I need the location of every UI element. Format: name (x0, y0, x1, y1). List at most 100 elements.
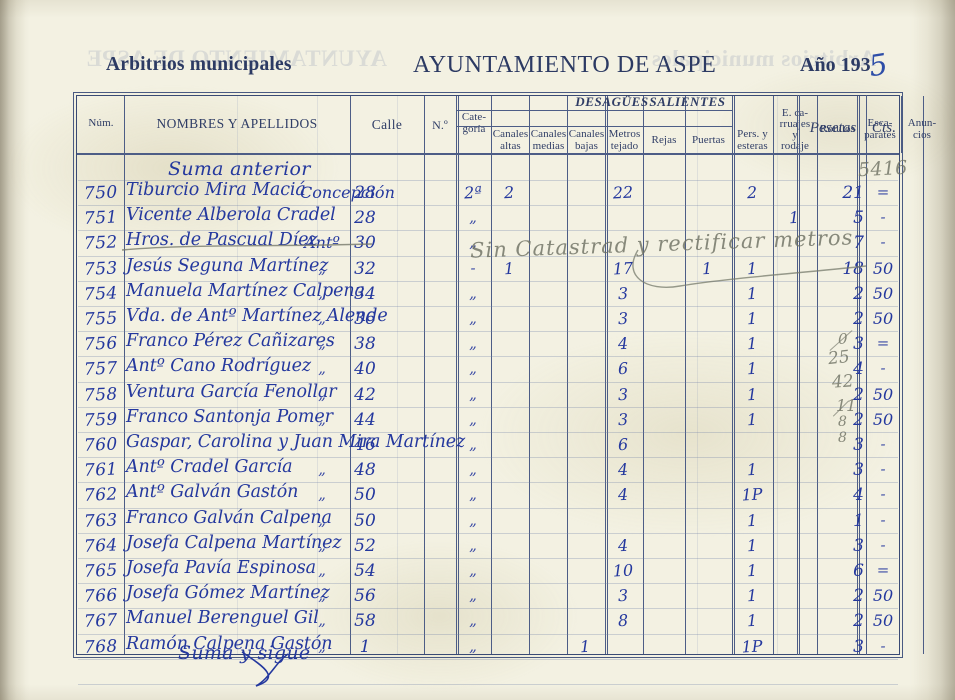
cell-categoria: „ (469, 384, 477, 403)
cell-numero: 1 (359, 636, 371, 657)
cell-cts: 50 (872, 384, 894, 404)
table-row[interactable] (77, 456, 899, 481)
cell-cts: - (880, 233, 886, 252)
row-rule (78, 406, 898, 408)
cell-pesetas: 1 (853, 510, 864, 531)
cell-cts: 50 (872, 258, 894, 278)
table-row[interactable] (77, 330, 899, 355)
cell-numero: 52 (354, 535, 376, 556)
cell-numero: 48 (354, 460, 376, 481)
cell-calle: „ (318, 359, 326, 378)
cell-pesetas: 2 (853, 409, 864, 430)
col-header-canales-bajas-line2: bajas (574, 140, 599, 152)
cell-numero: 40 (354, 359, 376, 380)
table-row[interactable] (77, 305, 899, 330)
table-row[interactable] (77, 532, 899, 557)
cell-pesetas: 21 (842, 183, 864, 203)
row-rule (78, 306, 898, 307)
cell-pesetas: 2 (853, 611, 864, 632)
cell-nombre: Franco Santonja Pomer (126, 406, 333, 427)
cell-pesetas: 2 (853, 309, 864, 329)
table-row[interactable] (77, 381, 899, 406)
table-row[interactable] (77, 557, 899, 582)
cell-numero: 58 (354, 611, 376, 632)
cell-nombre: Jesús Seguna Martínez (126, 255, 329, 276)
table-row[interactable] (77, 582, 899, 607)
suma-anterior-label: Suma anterior (168, 158, 311, 180)
table-row[interactable] (77, 607, 899, 632)
cell-nombre: Gaspar, Carolina y Juan Mira Martínez (126, 432, 466, 452)
table-row[interactable] (77, 431, 899, 456)
cell-categoria: „ (469, 586, 477, 605)
table-row[interactable] (77, 507, 899, 532)
table-row[interactable] (77, 355, 899, 380)
cell-pesetas: 4 (853, 359, 864, 380)
row-rule (78, 583, 898, 585)
cell-pesetas: 2 (853, 384, 864, 405)
col-header-metros-line1: Metros (608, 128, 641, 140)
table-row[interactable] (77, 179, 899, 204)
masthead-left-title: Arbitrios municipales (106, 54, 292, 75)
row-rule (78, 532, 898, 534)
col-header-carruajes-line3: y (792, 129, 798, 141)
page-masthead: Arbitrios municipales AYUNTAMIENTO DE AS… (0, 47, 955, 88)
row-rule (78, 331, 898, 333)
row-rule (78, 658, 898, 660)
cell-cts: 50 (872, 409, 894, 429)
cell-nombre: Manuela Martínez Calpena (126, 280, 365, 301)
cell-cts: = (876, 561, 890, 579)
cell-calle: „ (318, 485, 326, 504)
cell-pesetas: 3 (853, 636, 864, 657)
page-title: AYUNTAMIENTO DE ASPE (413, 52, 717, 78)
year-handwritten-digit: 5 (866, 46, 890, 84)
cell-calle: „ (318, 460, 326, 479)
row-rule (78, 432, 898, 433)
row-rule (78, 507, 898, 509)
row-rule (78, 230, 898, 232)
col-header-calle: Calle (371, 117, 403, 132)
col-header-escaparates-line2: parates (864, 129, 896, 141)
cell-calle: Antº (304, 233, 340, 253)
cell-categoria: „ (469, 561, 477, 579)
cell-pesetas: 5 (853, 208, 864, 229)
cell-calle: „ (318, 283, 326, 302)
col-header-rotulos: Rótulos (820, 123, 855, 135)
cell-categoria: „ (469, 309, 477, 327)
cell-categoria: „ (469, 636, 477, 655)
cell-numero: 28 (354, 183, 376, 203)
cell-calle: „ (318, 334, 326, 353)
cell-cts: - (880, 636, 886, 655)
row-rule (78, 457, 898, 459)
row-rule (78, 381, 898, 383)
row-rule (78, 608, 898, 610)
col-header-anuncios-line2: cios (912, 129, 932, 141)
col-header-pers-line1: Pers. y (737, 128, 768, 140)
row-rule (78, 684, 898, 685)
cell-cts: = (876, 334, 890, 353)
page-fore-edge-shadow (909, 0, 955, 700)
cell-cts: - (880, 460, 886, 479)
table-row[interactable] (77, 406, 899, 431)
col-header-canales-medias-line2: medias (532, 140, 565, 152)
cell-numero: 54 (354, 561, 376, 581)
cell-pesetas: 4 (853, 485, 864, 506)
cell-nombre: Vicente Alberola Cradel (126, 205, 336, 226)
cell-cts: = (876, 183, 890, 201)
cell-nombre: Antº Galván Gastón (126, 482, 299, 503)
cts-column (866, 95, 901, 655)
col-header-pesetas: Pesetas (809, 120, 857, 136)
cell-calle: „ (318, 510, 326, 529)
suma-sigue-flourish (241, 651, 289, 687)
cell-categoria: „ (469, 435, 477, 453)
cell-cts: - (880, 359, 886, 378)
col-group-header-salientes: SALIENTES (649, 94, 726, 109)
table-row[interactable] (77, 481, 899, 506)
table-row[interactable] (77, 204, 899, 229)
cell-categoria: „ (469, 334, 477, 353)
cell-numero: 46 (354, 435, 376, 455)
cell-pesetas: 6 (853, 561, 864, 581)
col-header-pers-line2: esteras (737, 140, 768, 152)
cell-cts: - (880, 485, 886, 504)
col-header-canales-altas-line1: Canales (492, 128, 529, 140)
